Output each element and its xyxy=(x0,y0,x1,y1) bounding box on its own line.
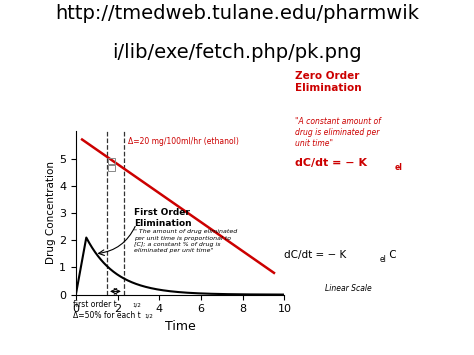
Text: i/lib/exe/fetch.php/pk.png: i/lib/exe/fetch.php/pk.png xyxy=(112,43,362,62)
Text: first order t: first order t xyxy=(73,300,117,309)
Text: C: C xyxy=(386,250,397,260)
Text: el: el xyxy=(379,255,386,264)
X-axis label: Time: Time xyxy=(165,320,195,333)
Bar xyxy=(108,158,116,164)
Text: " The amount of drug eliminated
per unit time is proportional to
[C]; a constant: " The amount of drug eliminated per unit… xyxy=(134,229,237,253)
Text: Δ=50% for each t: Δ=50% for each t xyxy=(73,311,141,320)
Text: 1/2: 1/2 xyxy=(133,302,142,307)
Text: "A constant amount of
drug is eliminated per
unit time": "A constant amount of drug is eliminated… xyxy=(295,117,381,148)
Text: dC/dt = − K: dC/dt = − K xyxy=(284,250,346,260)
Text: el: el xyxy=(394,163,402,171)
Text: 1/2: 1/2 xyxy=(145,313,154,318)
Text: dC/dt = − K: dC/dt = − K xyxy=(295,158,367,168)
Y-axis label: Drug Concentration: Drug Concentration xyxy=(46,162,56,264)
Text: http://tmedweb.tulane.edu/pharmwik: http://tmedweb.tulane.edu/pharmwik xyxy=(55,4,419,23)
Text: Δ=20 mg/100ml/hr (ethanol): Δ=20 mg/100ml/hr (ethanol) xyxy=(128,137,239,146)
Text: Linear Scale: Linear Scale xyxy=(325,284,372,293)
Text: Zero Order
Elimination: Zero Order Elimination xyxy=(295,71,362,93)
Text: First Order
Elimination: First Order Elimination xyxy=(134,208,192,228)
Bar xyxy=(108,165,116,171)
